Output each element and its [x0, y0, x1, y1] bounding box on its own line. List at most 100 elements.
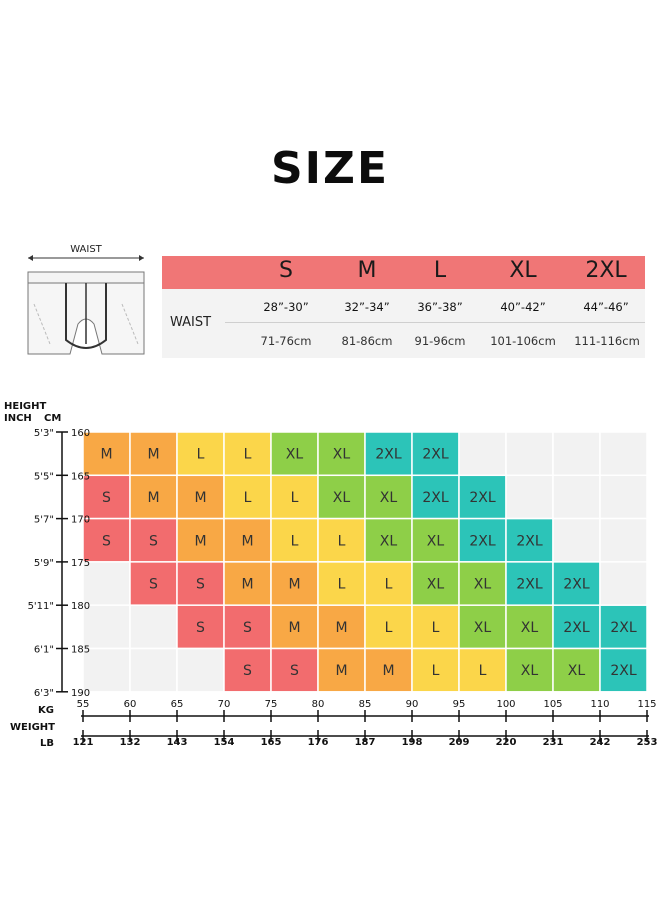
cell-0-10-empty: [552, 431, 601, 477]
x-tick-lb-label: 143: [167, 737, 188, 748]
underwear-waist-illustration: [27, 255, 145, 355]
cell-label-2-2: M: [194, 533, 206, 549]
cell-3-4-m: [270, 561, 319, 606]
cell-label-1-1: M: [147, 490, 159, 506]
x-axis-unit-kg: KG: [38, 705, 54, 716]
cell-1-0-s: [82, 474, 131, 520]
cell-1-6-xl: [364, 474, 413, 520]
waist-cm-xl: 101-106cm: [490, 334, 556, 348]
size-table-divider: [225, 322, 645, 323]
cell-2-1-s: [129, 517, 178, 563]
y-tick-cm-label: 160: [71, 428, 90, 439]
cell-label-1-3: L: [244, 490, 252, 506]
cell-label-5-5: M: [335, 663, 347, 679]
y-tick-inch-label: 5'9": [34, 558, 54, 569]
y-axis-label: HEIGHT: [4, 401, 46, 412]
cell-4-7-l: [411, 604, 460, 650]
cell-label-2-7: XL: [427, 533, 445, 549]
cell-label-3-1: S: [149, 577, 158, 593]
cell-label-3-5: L: [338, 577, 346, 593]
cell-label-1-6: XL: [380, 490, 398, 506]
cell-label-3-8: XL: [474, 577, 492, 593]
cell-label-0-1: M: [147, 447, 159, 463]
cell-label-1-0: S: [102, 490, 111, 506]
y-tick-cm-label: 180: [71, 601, 90, 612]
waist-caption: WAIST: [70, 244, 102, 255]
cell-5-2-empty: [176, 647, 225, 693]
cell-5-6-m: [364, 647, 413, 693]
x-tick-lb-label: 165: [261, 737, 282, 748]
cell-1-11-empty: [599, 474, 648, 520]
cell-4-1-empty: [129, 604, 178, 650]
waist-cm-s: 71-76cm: [260, 334, 312, 348]
cell-label-4-7: L: [432, 620, 440, 636]
cell-label-3-7: XL: [427, 577, 445, 593]
y-tick-inch-label: 5'5": [34, 471, 54, 482]
cell-label-5-7: L: [432, 663, 440, 679]
cell-label-4-8: XL: [474, 620, 492, 636]
x-tick-lb-label: 231: [543, 737, 564, 748]
x-tick-lb-label: 132: [120, 737, 141, 748]
cell-4-6-l: [364, 604, 413, 650]
size-label-l: L: [433, 258, 447, 283]
cell-label-0-3: L: [244, 447, 252, 463]
cell-2-6-xl: [364, 517, 413, 563]
cell-label-5-3: S: [243, 663, 252, 679]
cell-label-3-2: S: [196, 577, 205, 593]
waist-cm-2xl: 111-116cm: [574, 334, 640, 348]
y-axis-unit-cm: CM: [44, 413, 61, 424]
cell-5-1-empty: [129, 647, 178, 693]
cell-2-7-xl: [411, 517, 460, 563]
waist-inch-l: 36”-38”: [417, 300, 463, 314]
cell-label-3-10: 2XL: [563, 577, 589, 593]
cell-3-11-empty: [599, 561, 648, 606]
cell-label-3-3: M: [241, 577, 253, 593]
size-label-m: M: [357, 258, 377, 283]
cell-5-7-l: [411, 647, 460, 693]
x-axis: 55 121 60 132 65 143 70 154 75 165 80 176 85 187 90 198…: [73, 699, 658, 748]
size-chart: HEIGHT INCH CM M M L L XL XL 2XL 2XL S M M L L XL XL 2X…: [4, 401, 658, 749]
cell-4-4-m: [270, 604, 319, 650]
cell-label-1-8: 2XL: [469, 490, 495, 506]
size-label-2xl: 2XL: [585, 258, 627, 283]
x-tick-kg-label: 65: [171, 699, 184, 710]
size-grid: M M L L XL XL 2XL 2XL S M M L L XL XL 2XL 2XL S S M M L L XL XL 2…: [82, 431, 648, 693]
cell-1-9-empty: [505, 474, 554, 520]
y-tick-cm-label: 170: [71, 515, 90, 526]
cell-label-4-11: 2XL: [610, 620, 636, 636]
cell-label-1-7: 2XL: [422, 490, 448, 506]
y-tick-inch-label: 6'3": [34, 688, 54, 699]
y-tick-inch-label: 6'1": [34, 645, 54, 656]
cell-label-0-5: XL: [333, 447, 351, 463]
cell-label-5-10: XL: [568, 663, 586, 679]
cell-2-10-empty: [552, 517, 601, 563]
y-tick-cm-label: 190: [71, 688, 90, 699]
y-tick-cm-label: 165: [71, 471, 90, 482]
waist-inch-2xl: 44”-46”: [583, 300, 629, 314]
cell-label-2-3: M: [241, 533, 253, 549]
x-tick-lb-label: 176: [308, 737, 329, 748]
waist-inch-s: 28”-30”: [263, 300, 309, 314]
x-tick-kg-label: 110: [590, 699, 609, 710]
y-tick-inch-label: 5'3": [34, 428, 54, 439]
cell-5-8-l: [458, 647, 507, 693]
cell-0-6-2xl: [364, 431, 413, 477]
x-tick-lb-label: 253: [637, 737, 658, 748]
x-tick-kg-label: 85: [359, 699, 372, 710]
waist-row-label: WAIST: [170, 315, 212, 330]
x-tick-lb-label: 209: [449, 737, 470, 748]
cell-label-5-6: M: [382, 663, 394, 679]
x-tick-kg-label: 90: [406, 699, 419, 710]
x-tick-lb-label: 220: [496, 737, 517, 748]
cell-label-0-0: M: [100, 447, 112, 463]
cell-5-3-s: [223, 647, 272, 693]
x-tick-kg-label: 55: [77, 699, 90, 710]
page-title: SIZE: [270, 143, 390, 194]
x-axis-unit-lb: LB: [40, 738, 54, 749]
y-axis: 5'3" 160 5'5" 165 5'7" 170 5'9" 175 5'11" 180 6'1"…: [28, 428, 91, 699]
cell-2-3-m: [223, 517, 272, 563]
cell-1-7-2xl: [411, 474, 460, 520]
cell-label-0-6: 2XL: [375, 447, 401, 463]
cell-label-5-11: 2XL: [610, 663, 636, 679]
y-tick-cm-label: 185: [71, 645, 90, 656]
